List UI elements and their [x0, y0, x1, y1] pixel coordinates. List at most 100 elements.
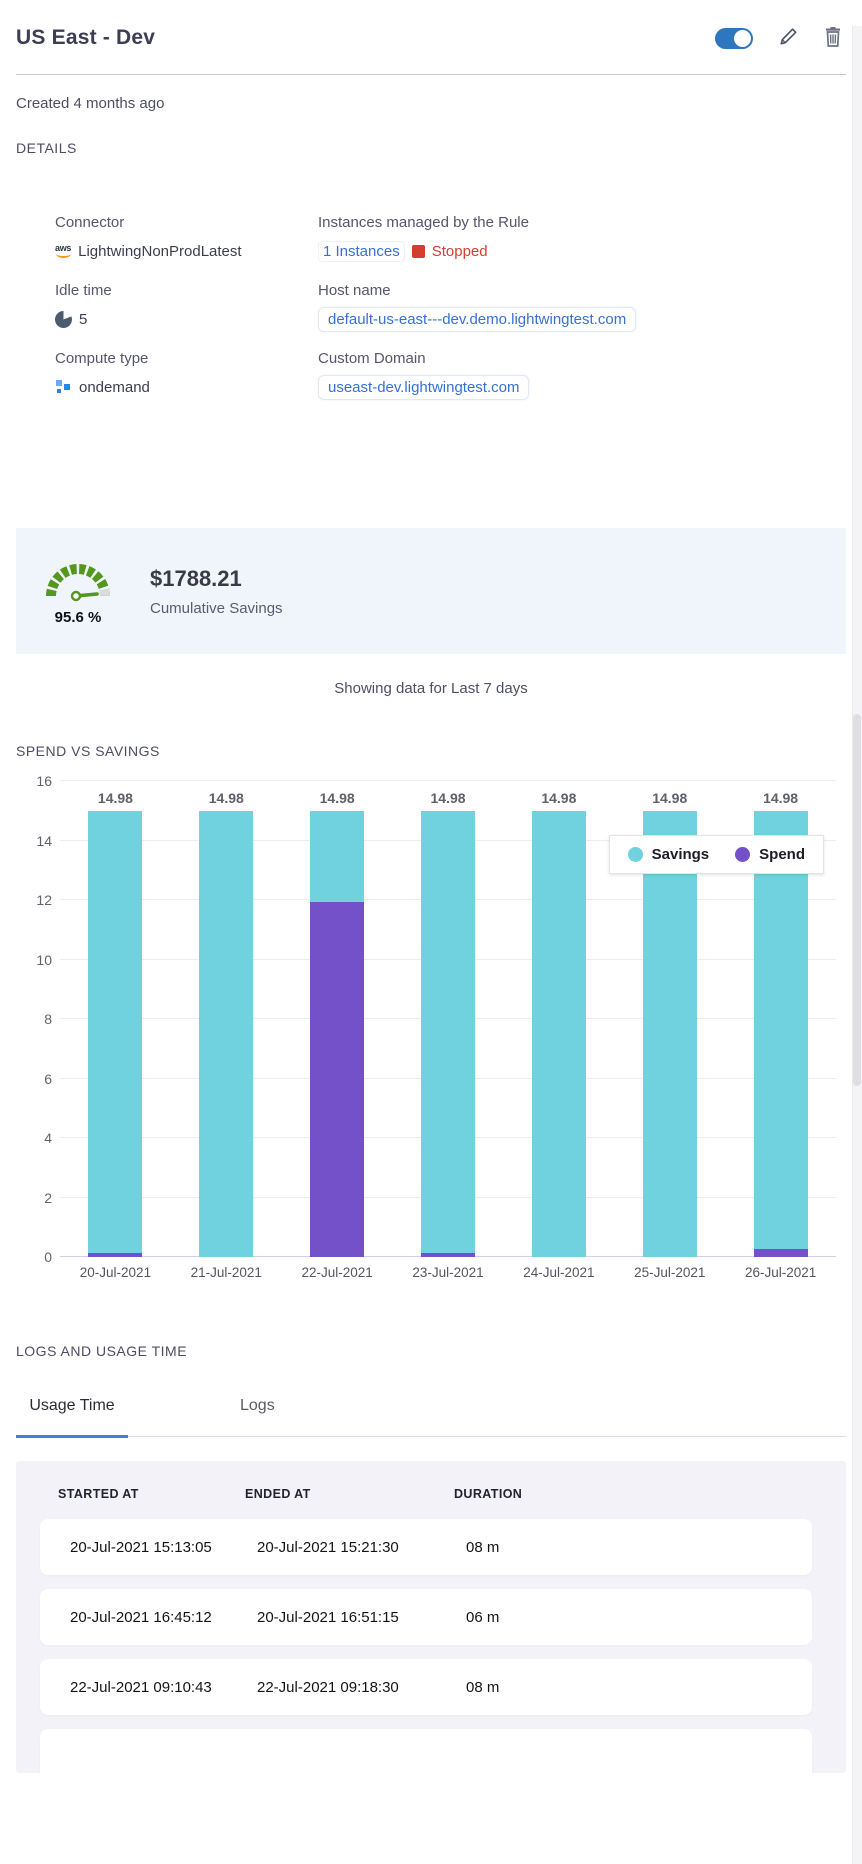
savings-percent: 95.6 %	[54, 609, 102, 626]
connector-field: Connector aws LightwingNonProdLatest	[55, 214, 318, 264]
table-cell: 22-Jul-2021 09:18:30	[257, 1678, 399, 1696]
x-tick-label: 20-Jul-2021	[79, 1265, 152, 1280]
table-cell: 20-Jul-2021 16:45:12	[70, 1608, 212, 1626]
bar-column: 14.98	[393, 781, 504, 1257]
host-name-label: Host name	[318, 282, 391, 299]
compute-type-label: Compute type	[55, 350, 149, 367]
table-row: 20-Jul-2021 16:45:12 20-Jul-2021 16:51:15…	[40, 1589, 812, 1645]
compute-type-field: Compute type ondemand	[55, 350, 318, 400]
bar-value-label: 14.98	[652, 790, 688, 807]
scrollbar-thumb[interactable]	[853, 714, 861, 1086]
column-header: STARTED AT	[58, 1487, 139, 1501]
savings-bar-segment[interactable]	[642, 811, 697, 1257]
y-tick-label: 2	[44, 1189, 52, 1206]
bar-value-label: 14.98	[97, 790, 133, 807]
tab-logs[interactable]: Logs	[240, 1397, 275, 1414]
legend-item-spend[interactable]: Spend	[735, 846, 805, 863]
custom-domain-link[interactable]: useast-dev.lightwingtest.com	[318, 374, 530, 400]
instances-link[interactable]: 1 Instances	[318, 240, 405, 262]
chart-x-axis: 20-Jul-2021 21-Jul-2021 22-Jul-2021 23-Jul-…	[60, 1265, 836, 1280]
savings-bar-segment[interactable]	[421, 811, 475, 1254]
stopped-status-text: Stopped	[431, 242, 488, 260]
rule-enabled-toggle[interactable]	[715, 27, 753, 49]
table-cell: 08 m	[466, 1678, 500, 1696]
usage-table-body: 20-Jul-2021 15:13:05 20-Jul-2021 15:21:30…	[40, 1519, 812, 1773]
spend-bar-segment[interactable]	[421, 1253, 475, 1257]
y-tick-label: 8	[44, 1011, 52, 1027]
details-grid: Connector aws LightwingNonProdLatest Ins…	[55, 214, 838, 400]
table-row: 22-Jul-2021 09:10:43 22-Jul-2021 09:18:30…	[40, 1659, 812, 1715]
savings-bar-segment[interactable]	[88, 811, 143, 1254]
period-note: Showing data for Last 7 days	[334, 680, 528, 697]
trash-icon	[824, 26, 842, 50]
y-tick-label: 14	[36, 832, 52, 849]
chart-legend: Savings Spend	[608, 835, 824, 874]
idle-time-label: Idle time	[55, 282, 112, 299]
bar[interactable]	[753, 811, 808, 1257]
x-tick-label: 23-Jul-2021	[412, 1265, 484, 1280]
bar[interactable]	[642, 811, 697, 1257]
savings-bar-segment[interactable]	[310, 811, 365, 903]
logs-section-title: LOGS AND USAGE TIME	[16, 1343, 188, 1359]
x-tick-label: 26-Jul-2021	[744, 1265, 817, 1280]
instances-label: Instances managed by the Rule	[318, 214, 529, 231]
x-tick-label: 21-Jul-2021	[190, 1265, 262, 1280]
host-name-field: Host name default-us-east---dev.demo.lig…	[318, 282, 838, 332]
bar-value-label: 14.98	[430, 790, 466, 807]
logs-tabs: Usage Time Logs	[16, 1385, 846, 1438]
y-tick-label: 0	[44, 1249, 52, 1265]
created-ago-text: Created 4 months ago	[16, 95, 165, 112]
bar-value-label: 14.98	[208, 790, 244, 807]
host-name-link[interactable]: default-us-east---dev.demo.lightwingtest…	[318, 306, 637, 332]
bar[interactable]	[421, 811, 475, 1257]
usage-time-panel: STARTED AT ENDED AT DURATION 20-Jul-2021 1…	[16, 1461, 846, 1773]
spend-bar-segment[interactable]	[310, 902, 365, 1257]
bar[interactable]	[88, 811, 143, 1257]
spend-bar-segment[interactable]	[753, 1248, 808, 1257]
column-header: ENDED AT	[245, 1487, 311, 1501]
spend-bar-segment[interactable]	[88, 1253, 143, 1257]
table-cell: 20-Jul-2021 15:21:30	[257, 1538, 399, 1556]
chart-section-title: SPEND VS SAVINGS	[16, 743, 160, 759]
table-cell: 22-Jul-2021 09:10:43	[70, 1678, 212, 1696]
savings-legend-dot	[627, 847, 643, 862]
table-cell: 06 m	[466, 1608, 500, 1626]
header-divider	[16, 74, 846, 75]
page-title: US East - Dev	[16, 26, 156, 49]
savings-amount: $1788.21	[150, 565, 242, 591]
bar[interactable]	[310, 811, 365, 1257]
idle-time-value: 5	[79, 310, 88, 328]
table-row-partial	[40, 1729, 812, 1773]
custom-domain-field: Custom Domain useast-dev.lightwingtest.c…	[318, 350, 838, 400]
bar[interactable]	[199, 811, 254, 1257]
aws-icon: aws	[55, 244, 71, 258]
savings-bar-segment[interactable]	[753, 811, 808, 1249]
delete-button[interactable]	[824, 26, 842, 50]
details-section-title: DETAILS	[16, 140, 77, 156]
legend-item-savings[interactable]: Savings	[627, 846, 710, 863]
table-cell: 08 m	[466, 1538, 500, 1556]
bar-column: 14.98	[60, 781, 171, 1257]
bar-column: 14.98	[614, 781, 725, 1257]
rule-header: US East - Dev	[16, 26, 842, 50]
savings-legend-label: Savings	[651, 846, 710, 863]
bar[interactable]	[531, 811, 586, 1257]
edit-button[interactable]	[779, 27, 798, 49]
compute-type-icon	[55, 379, 72, 396]
clock-icon	[55, 310, 72, 328]
table-cell: 20-Jul-2021 15:13:05	[70, 1538, 212, 1556]
spend-vs-savings-chart: 14.98 14.98 14.98 14.98 14.98 14.98 14.98 Savi…	[16, 759, 846, 1295]
scrollbar-track[interactable]	[852, 26, 862, 1864]
x-tick-label: 22-Jul-2021	[301, 1265, 373, 1280]
idle-time-field: Idle time 5	[55, 282, 318, 332]
instances-field: Instances managed by the Rule 1 Instance…	[318, 214, 838, 264]
chart-bars: 14.98 14.98 14.98 14.98 14.98 14.98 14.98	[60, 781, 836, 1257]
tab-usage-time[interactable]: Usage Time	[16, 1385, 128, 1438]
bar-column: 14.98	[503, 781, 614, 1257]
y-tick-label: 4	[44, 1130, 52, 1146]
spend-legend-label: Spend	[759, 846, 805, 863]
table-cell: 20-Jul-2021 16:51:15	[257, 1608, 399, 1626]
stopped-status-icon	[411, 244, 425, 258]
savings-bar-segment[interactable]	[531, 811, 586, 1257]
savings-bar-segment[interactable]	[199, 811, 254, 1257]
